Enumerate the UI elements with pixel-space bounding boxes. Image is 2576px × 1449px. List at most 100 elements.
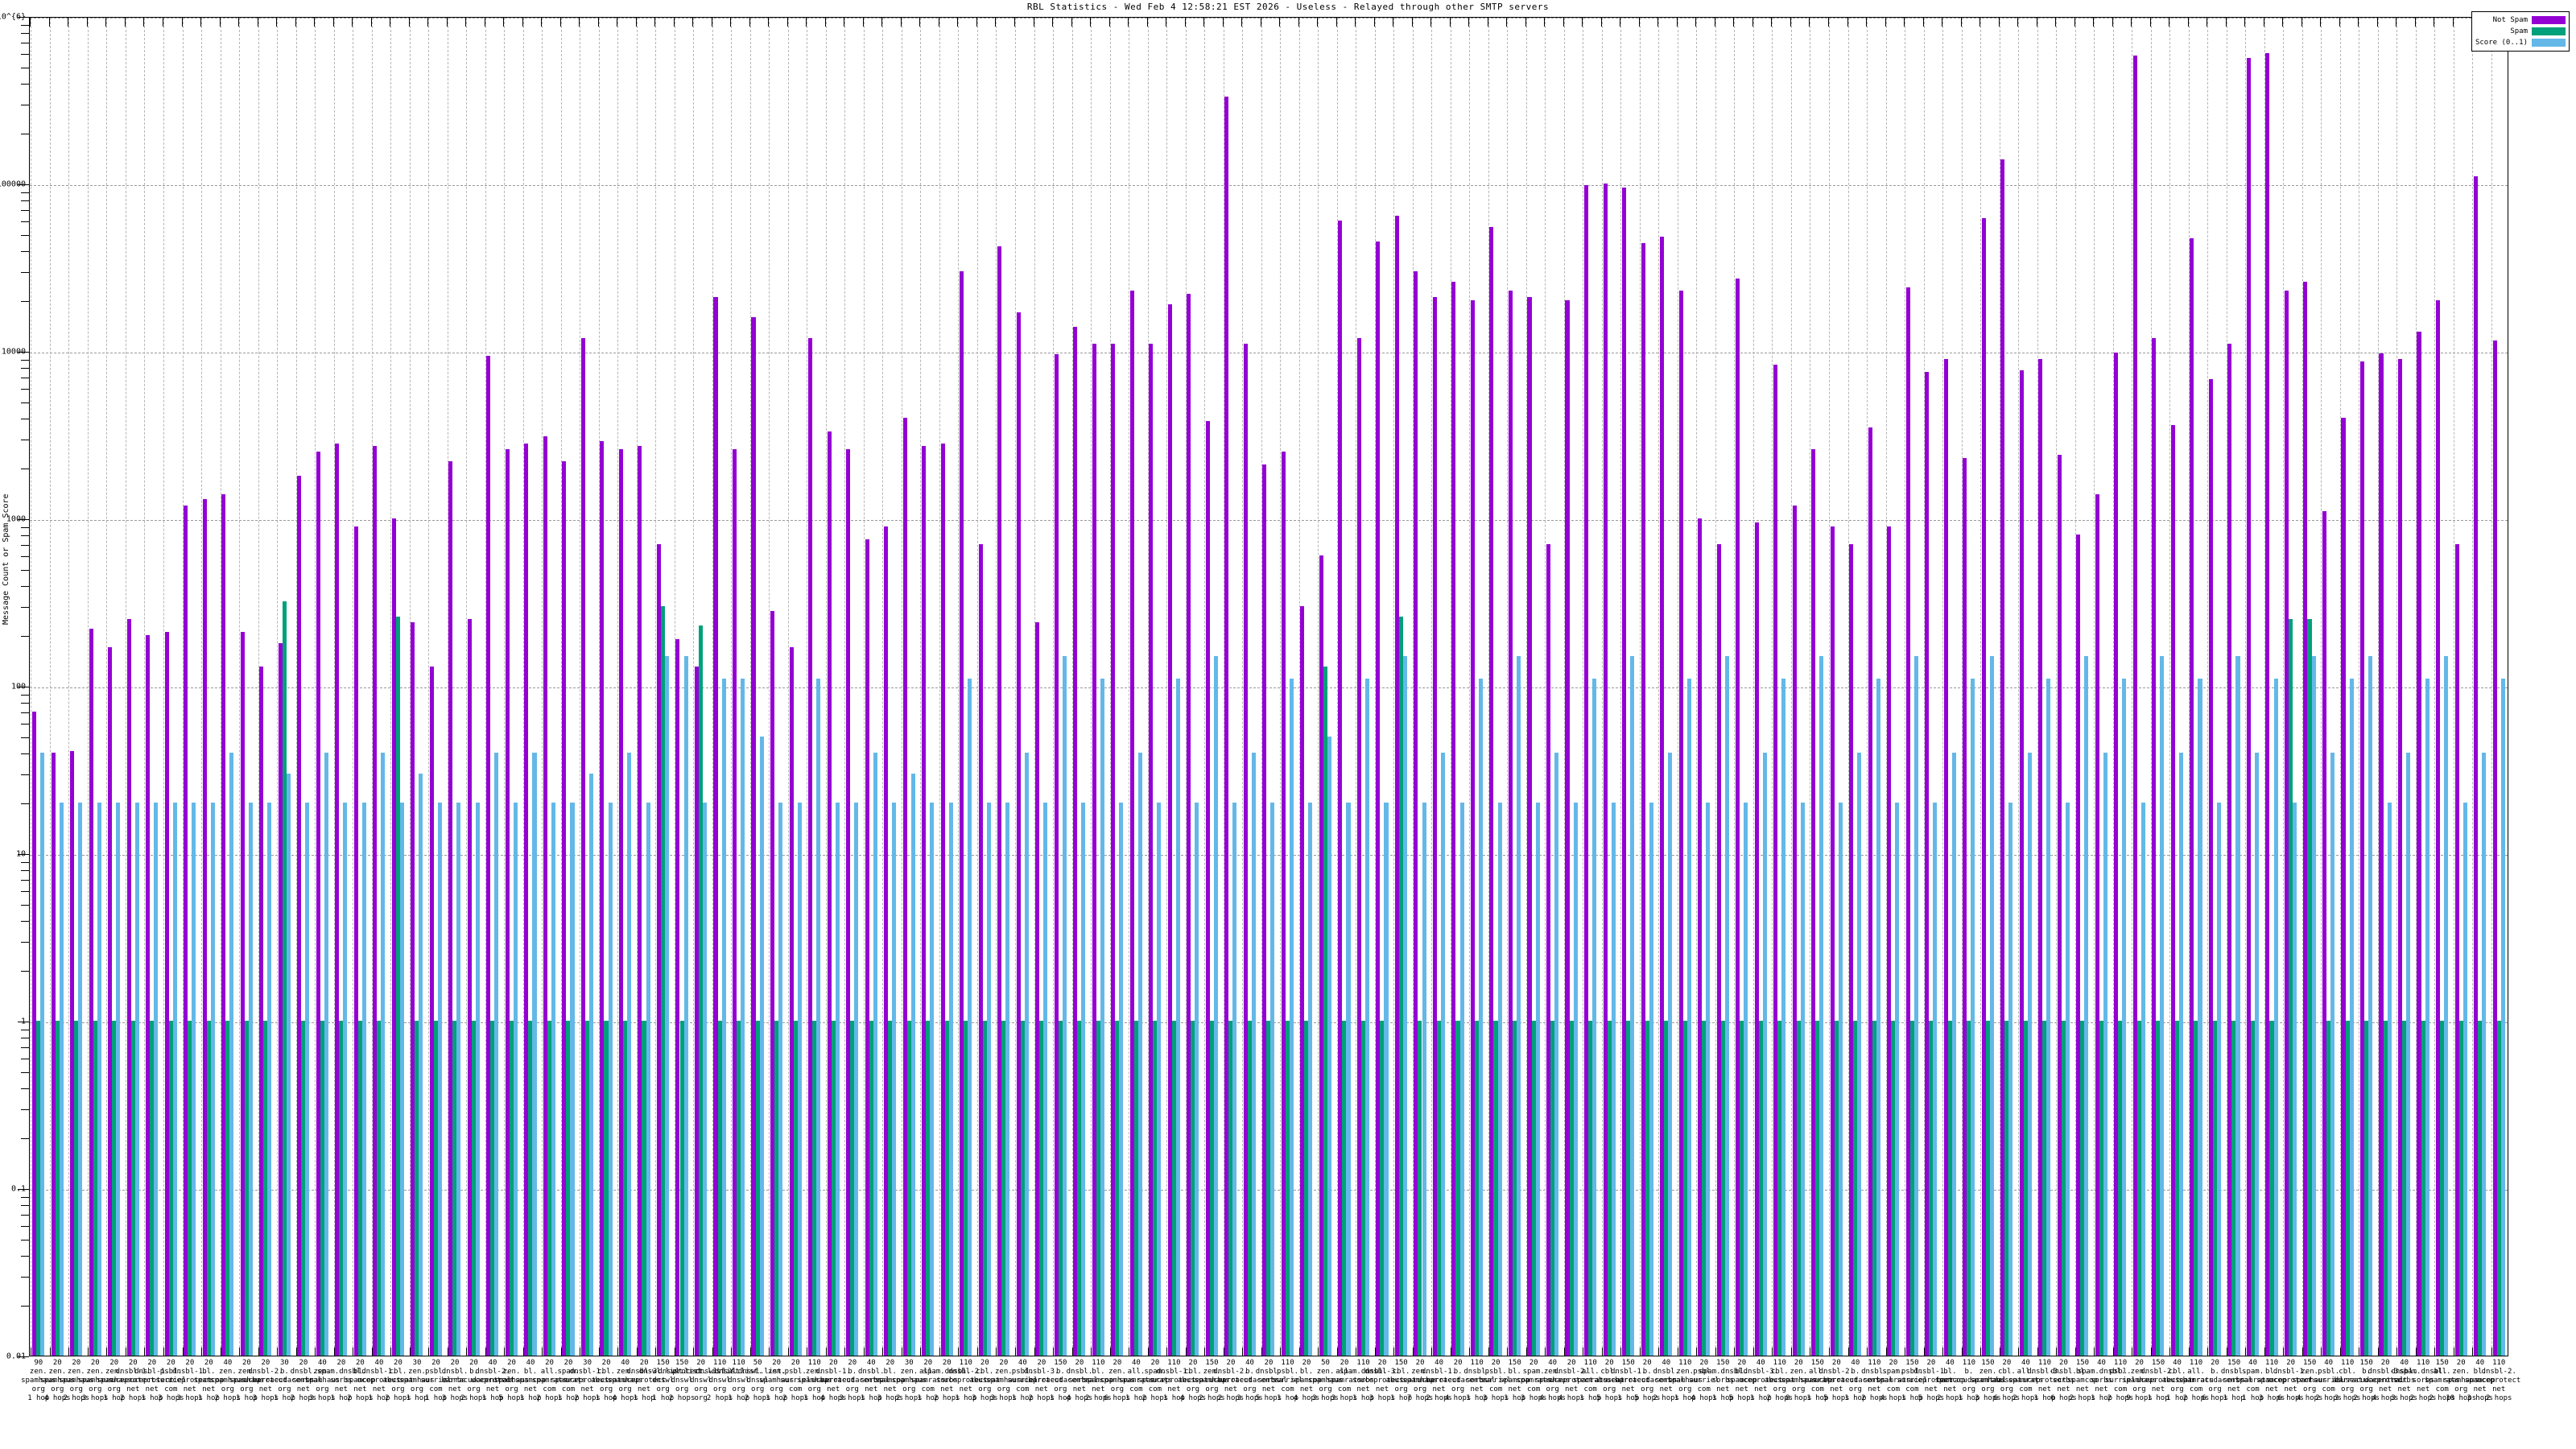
bar-spam [2080,1021,2085,1356]
bottom-axis-tick [560,1348,562,1356]
x-axis-label-line: 1 hop [1390,1394,1413,1402]
bottom-axis-tick [1431,1348,1433,1356]
x-axis-label-line: 20 [2286,1359,2296,1367]
y-axis-tick [18,1189,29,1190]
x-axis-label-line: 20 [828,1359,838,1367]
x-axis-label-line: org [1773,1385,1786,1393]
x-axis-label-line: 20 [128,1359,138,1367]
x-axis-label-line: zen. [1676,1368,1695,1376]
bar-score [1289,679,1294,1356]
x-axis-label-line: org [2170,1385,2184,1393]
y-axis-minor-tick [21,971,29,972]
x-axis-group-label: 150 cbl. abuseat org 1 hop [1369,1359,1434,1403]
x-axis-group-label: 20 cbl. abuseat org 4 hops [1161,1359,1225,1403]
x-axis-label-line: 2 hops [744,1394,771,1402]
bar-spam [2458,1021,2463,1356]
bar-not-spam [89,628,93,1356]
bar-spam [2421,1021,2425,1356]
x-axis-group-label: 40 psbl. surriel com 2 hops [2297,1359,2361,1403]
gridline-vertical [882,18,884,1356]
bar-spam [55,1021,60,1356]
bar-spam [1985,1021,1990,1356]
top-axis-tick [1960,17,1962,27]
gridline-vertical [693,18,695,1356]
x-axis-group-label: 20 dnsbl-1. uceprotect net 5 hops [1899,1359,1963,1403]
bar-score [948,803,953,1356]
x-axis-group-label: 20 dnsbl. sorbs net 3 hops [423,1359,487,1403]
x-axis-label-line: dnsbl-1. [2273,1368,2309,1376]
x-axis-label-line: 20 [507,1359,516,1367]
top-axis-tick [768,17,770,27]
gridline-vertical [2169,18,2171,1356]
bar-score [2216,803,2222,1356]
top-axis-tick [2093,17,2095,27]
x-axis-group-label: 110 bl. spamcop net 2 hops [1066,1359,1130,1403]
x-axis-label-line: 40 [1851,1359,1860,1367]
bar-spam [168,1021,173,1356]
x-axis-label-line: dnsbl. [2220,1368,2248,1376]
x-axis-label-line: 40 [526,1359,535,1367]
bar-spam [1191,1021,1195,1356]
x-axis-label-line: 2 hops [1141,1394,1169,1402]
x-axis-group-label: 40 zen. spamhaus org 3 hops [290,1359,354,1403]
bar-spam [1853,1021,1858,1356]
bottom-axis-tick [1298,1348,1300,1356]
x-axis-label-line: 3 hops [1482,1394,1509,1402]
bar-spam [339,1021,344,1356]
bar-not-spam [1830,526,1835,1356]
x-axis-label-line: 20 [166,1359,175,1367]
x-axis-label-line: 40 [2173,1359,2182,1367]
x-axis-label-line: dnsbl-3. [626,1368,662,1376]
x-axis-label-line: abuseat [1991,1377,2022,1385]
x-axis-label-line: spamhaus [1534,1377,1571,1385]
bar-not-spam [32,712,37,1356]
y-axis-minor-tick [21,359,29,361]
x-axis-label-line: uceprotect [130,1377,174,1385]
x-axis-group-label: 40 cbl. abuseat org 1 hop [2145,1359,2210,1403]
x-axis-label-line: dnsbl-1. [115,1368,151,1376]
chart-title: RBL Statistics - Wed Feb 4 12:58:21 EST … [1026,2,1550,12]
x-axis-label-line: cbl. [976,1368,994,1376]
x-axis-label-line: net [865,1385,878,1393]
top-axis-tick [1998,17,2000,27]
x-axis-group-label: 20 dnsbl. sorbs net 6 hops [2031,1359,2095,1403]
bar-spam [2099,1021,2103,1356]
bar-not-spam [2379,353,2384,1356]
x-axis-group-label: 20 dnsbl-1. uceprotect net 2 hops [101,1359,165,1403]
x-axis-label-line: 40 [621,1359,630,1367]
top-axis-tick [730,17,732,27]
bar-not-spam [1414,270,1418,1356]
x-axis-group-label: 40 dnsbl. sorbs net 2 hops [1634,1359,1699,1403]
x-axis-label-line: uceprotect [243,1377,287,1385]
bar-not-spam [411,621,415,1356]
x-axis-label-line: zen. [2301,1368,2318,1376]
bar-not-spam [1716,544,1721,1356]
y-axis-minor-tick [21,24,29,26]
x-axis-label-line: 2 hops [214,1394,242,1402]
x-axis-label-line: uceprotect [2363,1377,2408,1385]
bar-score [759,736,764,1356]
top-axis-tick [559,17,561,27]
bottom-axis-tick [2245,1348,2247,1356]
x-axis-label-line: 6 hops [2202,1394,2228,1402]
bottom-axis-tick [1942,1348,1944,1356]
x-axis-label-line: spamrats [2235,1377,2271,1385]
x-axis-label-line: 2 hops [1217,1394,1245,1402]
gridline-vertical [1393,18,1395,1356]
bar-not-spam [808,337,813,1356]
x-axis-label-line: 150 [656,1359,670,1367]
bar-not-spam [1281,452,1286,1356]
x-axis-label-line: spamhaus [77,1377,113,1385]
x-axis-label-line: org [1848,1385,1862,1393]
top-axis-tick [352,17,353,27]
x-axis-label-line: 150 [1981,1359,1995,1367]
x-axis-label-line: uceprotect [565,1377,609,1385]
gridline-vertical [1961,18,1963,1356]
x-axis-group-label: 20 psbl. surriel com 4 hops [1672,1359,1736,1403]
x-axis-label-line: 2 hops [460,1394,487,1402]
x-axis-label-line: 3 hops [972,1394,998,1402]
gridline-vertical [542,18,543,1356]
bottom-axis-tick [1166,1348,1168,1356]
x-axis-label-line: spamcop [193,1377,225,1385]
x-axis-label-line: bl. [2473,1368,2487,1376]
